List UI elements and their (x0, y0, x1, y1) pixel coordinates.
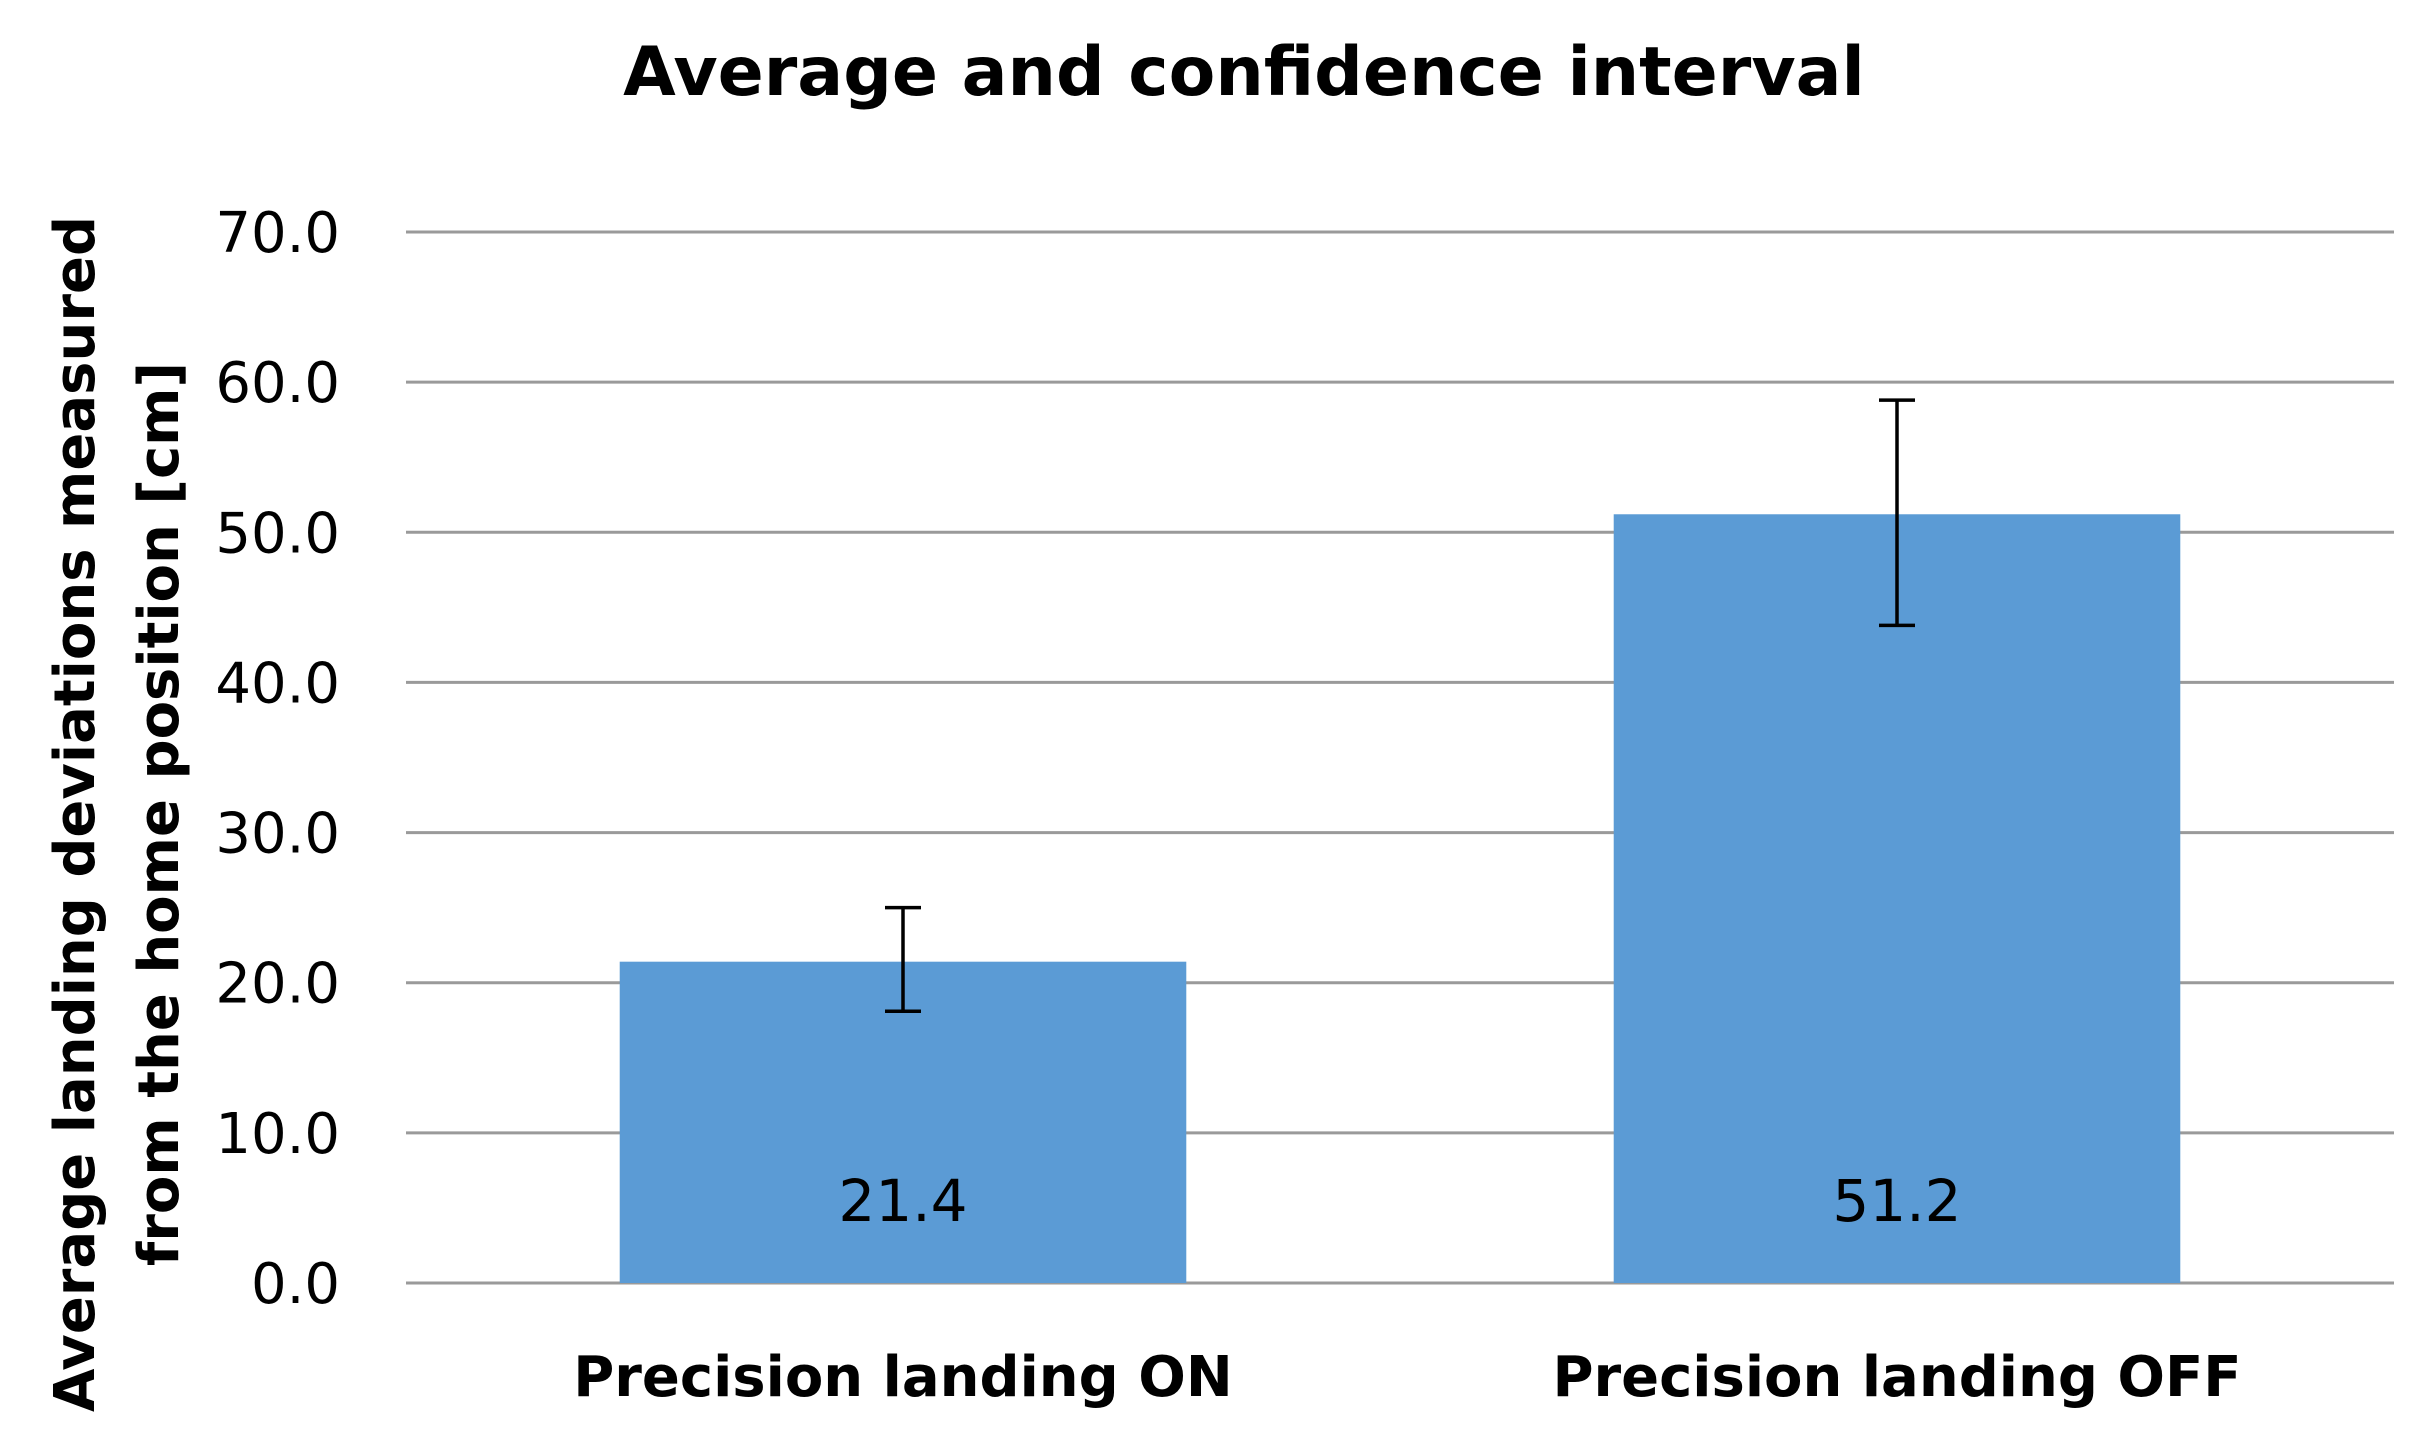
x-category-label: Precision landing ON (573, 1345, 1232, 1410)
bar (619, 961, 1187, 1283)
data-labels: 21.4 51.2 (838, 1167, 1961, 1235)
bar (1613, 514, 2181, 1283)
y-axis-ticks: 0.0 10.0 20.0 30.0 40.0 50.0 60.0 70.0 (215, 201, 340, 1317)
error-bar (885, 905, 921, 1013)
y-axis-label-line-1: Average landing deviations measured (43, 216, 108, 1412)
y-tick-label: 50.0 (215, 501, 340, 566)
y-tick-label: 20.0 (215, 952, 340, 1017)
y-tick-label: 40.0 (215, 651, 340, 716)
y-tick-label: 60.0 (215, 351, 340, 416)
y-tick-label: 30.0 (215, 802, 340, 867)
y-axis-label-line-2: from the home position [cm] (127, 362, 192, 1266)
x-category-label: Precision landing OFF (1552, 1345, 2241, 1410)
x-axis-categories: Precision landing ON Precision landing OF… (573, 1345, 2241, 1410)
y-axis-label: Average landing deviations measured from… (43, 216, 192, 1412)
error-bar (1879, 398, 1915, 628)
chart-title: Average and confidence interval (623, 33, 1865, 112)
bars (619, 514, 2181, 1283)
data-label: 51.2 (1832, 1167, 1961, 1235)
y-tick-label: 0.0 (251, 1252, 340, 1317)
error-bars (885, 398, 1915, 1013)
y-tick-label: 70.0 (215, 201, 340, 266)
data-label: 21.4 (838, 1167, 967, 1235)
y-tick-label: 10.0 (215, 1102, 340, 1167)
